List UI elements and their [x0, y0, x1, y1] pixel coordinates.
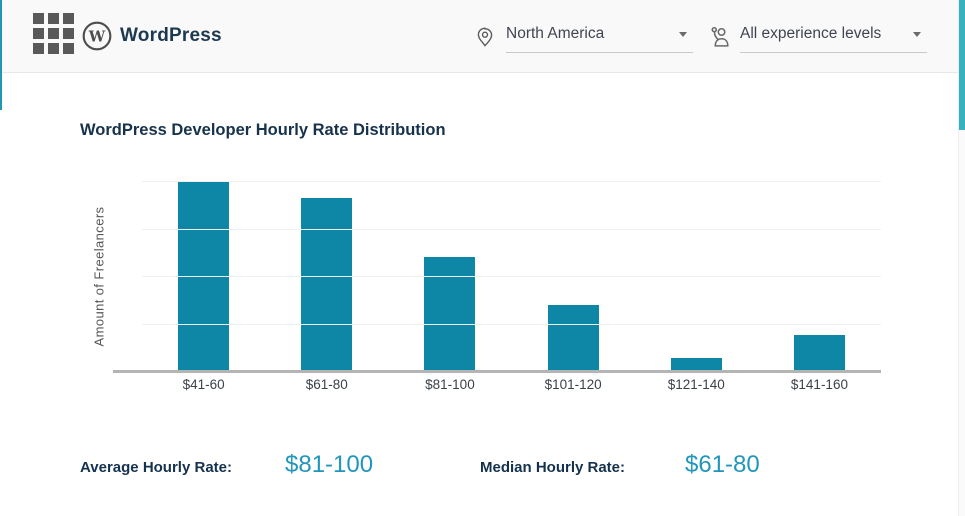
experience-dropdown-field[interactable]: All experience levels [740, 25, 927, 53]
gridline [142, 323, 881, 325]
average-rate-label: Average Hourly Rate: [80, 459, 232, 476]
scrollbar-track[interactable] [958, 0, 965, 516]
location-pin-icon [474, 24, 499, 50]
x-axis-line [113, 370, 881, 373]
chart-title: WordPress Developer Hourly Rate Distribu… [80, 121, 446, 139]
scrollbar-thumb[interactable] [959, 0, 965, 130]
left-accent-border [0, 0, 2, 110]
average-rate-value: $81-100 [285, 451, 374, 478]
gridline [142, 228, 881, 230]
bar-slot [265, 181, 388, 371]
plot-area [142, 181, 881, 371]
svg-text:W: W [88, 29, 106, 46]
x-tick-label: $41-60 [182, 377, 225, 392]
gridline [142, 181, 881, 182]
bar-2[interactable] [301, 198, 353, 371]
bar-slot [512, 181, 635, 371]
bar-4[interactable] [547, 304, 599, 371]
brand-title: WordPress [120, 25, 222, 46]
region-dropdown-value: North America [506, 25, 605, 42]
region-dropdown-field[interactable]: North America [506, 25, 693, 53]
x-tick-label: $81-100 [425, 377, 475, 392]
chevron-down-icon [679, 31, 687, 37]
bar-slot [758, 181, 881, 371]
y-axis-label: Amount of Freelancers [90, 181, 108, 371]
bar-slot [635, 181, 758, 371]
x-tick-label: $101-120 [544, 377, 602, 392]
bar-5[interactable] [670, 357, 722, 371]
wordpress-logo-icon: W [81, 20, 113, 52]
experience-person-icon [708, 24, 733, 50]
median-rate-value: $61-80 [685, 451, 760, 478]
bar-6[interactable] [793, 334, 845, 371]
y-axis-label-text: Amount of Freelancers [91, 206, 107, 346]
x-tick-label: $141-160 [790, 377, 848, 392]
x-tick-label: $61-80 [305, 377, 348, 392]
region-dropdown[interactable]: North America [474, 24, 693, 53]
median-rate-label: Median Hourly Rate: [480, 459, 626, 476]
bar-3[interactable] [424, 257, 476, 371]
apps-grid-icon[interactable] [33, 13, 74, 54]
experience-dropdown-value: All experience levels [740, 25, 882, 42]
gridline [142, 276, 881, 277]
app-header: W WordPress North America All experience… [0, 0, 965, 73]
chevron-down-icon [913, 31, 921, 37]
x-tick-label: $121-140 [667, 377, 725, 392]
experience-dropdown[interactable]: All experience levels [708, 24, 927, 53]
x-axis-labels: $41-60 $61-80 $81-100 $101-120 $121-140 $141-… [142, 377, 881, 392]
